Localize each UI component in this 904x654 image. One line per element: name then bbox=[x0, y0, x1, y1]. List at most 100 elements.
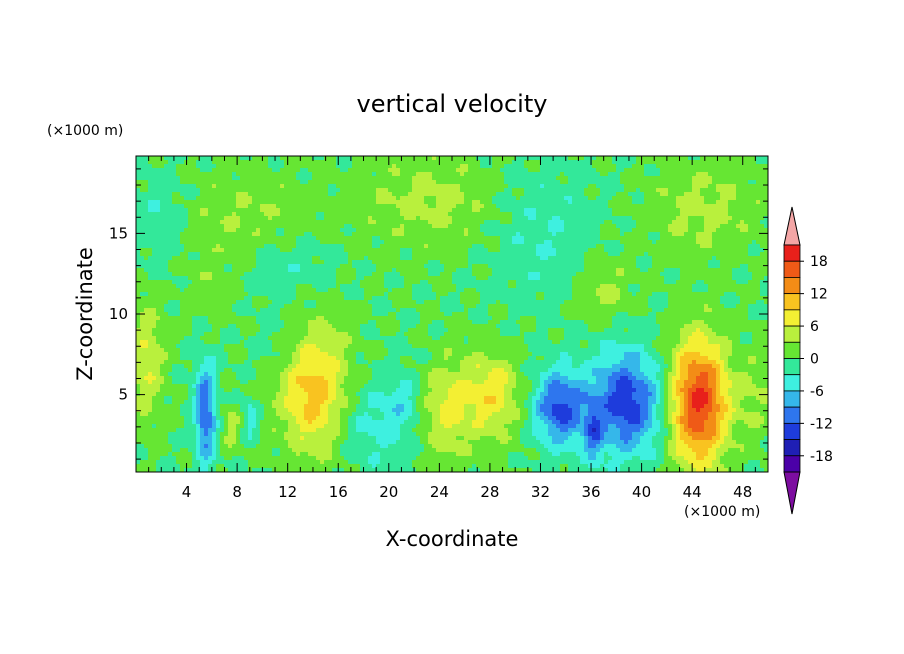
contour-cell bbox=[580, 224, 585, 229]
contour-cell bbox=[372, 252, 377, 257]
contour-cell bbox=[644, 276, 649, 281]
contour-cell bbox=[500, 208, 505, 213]
contour-cell bbox=[272, 204, 277, 209]
contour-cell bbox=[344, 176, 349, 181]
contour-cell bbox=[340, 260, 345, 265]
contour-cell bbox=[484, 192, 489, 197]
contour-cell bbox=[488, 256, 493, 261]
contour-cell bbox=[560, 232, 565, 237]
contour-cell bbox=[636, 192, 641, 197]
contour-cell bbox=[144, 236, 149, 241]
contour-cell bbox=[556, 232, 561, 237]
contour-cell bbox=[616, 228, 621, 233]
contour-cell bbox=[236, 176, 241, 181]
contour-cell bbox=[648, 244, 653, 249]
contour-cell bbox=[756, 212, 761, 217]
contour-cell bbox=[200, 188, 205, 193]
contour-cell bbox=[268, 224, 273, 229]
contour-cell bbox=[420, 172, 425, 177]
contour-cell bbox=[556, 196, 561, 201]
contour-cell bbox=[748, 272, 753, 277]
contour-cell bbox=[304, 172, 309, 177]
contour-cell bbox=[152, 176, 157, 181]
contour-cell bbox=[632, 236, 637, 241]
contour-cell bbox=[564, 232, 569, 237]
contour-cell bbox=[656, 204, 661, 209]
contour-cell bbox=[552, 276, 557, 281]
contour-cell bbox=[412, 168, 417, 173]
contour-cell bbox=[144, 260, 149, 265]
contour-cell bbox=[240, 216, 245, 221]
contour-cell bbox=[724, 204, 729, 209]
contour-cell bbox=[636, 216, 641, 221]
contour-cell bbox=[160, 272, 165, 277]
contour-cell bbox=[396, 176, 401, 181]
contour-cell bbox=[736, 196, 741, 201]
contour-cell bbox=[648, 256, 653, 261]
contour-cell bbox=[428, 212, 433, 217]
contour-cell bbox=[624, 224, 629, 229]
contour-cell bbox=[192, 248, 197, 253]
contour-cell bbox=[636, 272, 641, 277]
contour-cell bbox=[260, 268, 265, 273]
contour-cell bbox=[280, 196, 285, 201]
contour-cell bbox=[696, 196, 701, 201]
contour-cell bbox=[508, 204, 513, 209]
contour-cell bbox=[756, 268, 761, 273]
contour-cell bbox=[296, 220, 301, 225]
contour-cell bbox=[424, 232, 429, 237]
contour-cell bbox=[716, 156, 721, 161]
contour-cell bbox=[400, 204, 405, 209]
contour-cell bbox=[696, 200, 701, 205]
contour-cell bbox=[264, 248, 269, 253]
contour-cell bbox=[508, 208, 513, 213]
contour-cell bbox=[248, 280, 253, 285]
contour-cell bbox=[448, 228, 453, 233]
contour-cell bbox=[620, 276, 625, 281]
contour-cell bbox=[340, 184, 345, 189]
contour-cell bbox=[568, 228, 573, 233]
contour-cell bbox=[296, 184, 301, 189]
contour-cell bbox=[360, 220, 365, 225]
contour-cell bbox=[528, 240, 533, 245]
contour-cell bbox=[580, 248, 585, 253]
contour-cell bbox=[260, 196, 265, 201]
contour-cell bbox=[500, 184, 505, 189]
contour-cell bbox=[340, 268, 345, 273]
contour-cell bbox=[144, 272, 149, 277]
contour-cell bbox=[696, 192, 701, 197]
contour-cell bbox=[588, 256, 593, 261]
contour-cell bbox=[524, 164, 529, 169]
contour-cell bbox=[760, 220, 765, 225]
contour-cell bbox=[608, 160, 613, 165]
contour-cell bbox=[616, 212, 621, 217]
contour-cell bbox=[332, 276, 337, 281]
contour-cell bbox=[416, 184, 421, 189]
contour-cell bbox=[416, 268, 421, 273]
contour-cell bbox=[296, 164, 301, 169]
contour-cell bbox=[544, 176, 549, 181]
contour-cell bbox=[264, 240, 269, 245]
contour-cell bbox=[196, 268, 201, 273]
contour-cell bbox=[492, 160, 497, 165]
contour-cell bbox=[336, 176, 341, 181]
contour-cell bbox=[656, 164, 661, 169]
contour-cell bbox=[332, 256, 337, 261]
contour-cell bbox=[292, 252, 297, 257]
contour-cell bbox=[200, 228, 205, 233]
contour-cell bbox=[136, 204, 141, 209]
contour-cell bbox=[736, 244, 741, 249]
contour-cell bbox=[176, 276, 181, 281]
contour-cell bbox=[352, 232, 357, 237]
contour-cell bbox=[544, 228, 549, 233]
contour-cell bbox=[588, 232, 593, 237]
contour-cell bbox=[472, 188, 477, 193]
contour-cell bbox=[460, 164, 465, 169]
contour-cell bbox=[180, 192, 185, 197]
contour-cell bbox=[484, 260, 489, 265]
contour-cell bbox=[192, 224, 197, 229]
contour-cell bbox=[336, 232, 341, 237]
contour-cell bbox=[560, 172, 565, 177]
contour-cell bbox=[760, 160, 765, 165]
contour-cell bbox=[732, 196, 737, 201]
